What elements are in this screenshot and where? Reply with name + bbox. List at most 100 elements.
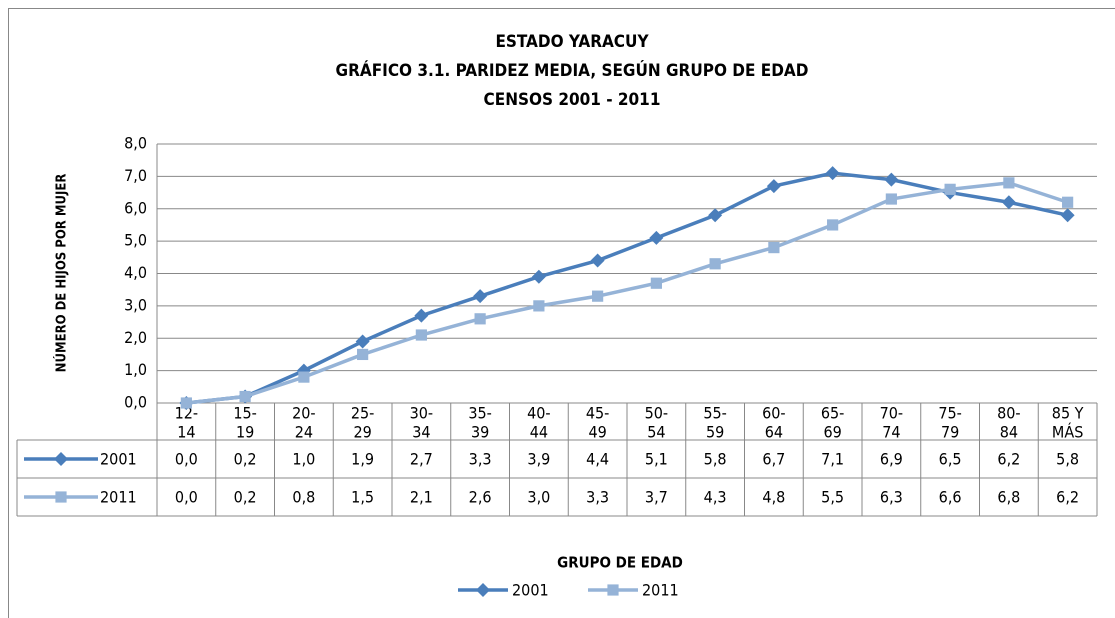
x-tick-label: 25- <box>351 404 375 423</box>
x-tick-label: 84 <box>1000 423 1018 442</box>
x-tick-label: 12- <box>175 404 199 423</box>
x-tick-label: 64 <box>765 423 783 442</box>
table-value: 0,2 <box>234 488 257 507</box>
y-axis-label: NÚMERO DE HIJOS POR MUJER <box>54 174 70 373</box>
x-tick-label: 15- <box>233 404 257 423</box>
data-point <box>415 329 427 341</box>
data-point <box>709 258 721 270</box>
x-tick-label: 49 <box>588 423 606 442</box>
data-point <box>180 397 192 409</box>
table-legend-marker <box>55 491 67 503</box>
y-tick-label: 0,0 <box>124 393 147 412</box>
data-point <box>474 313 486 325</box>
table-value: 0,2 <box>234 450 257 469</box>
y-tick-label: 3,0 <box>124 295 147 314</box>
x-tick-label: 20- <box>292 404 316 423</box>
table-value: 3,3 <box>469 450 492 469</box>
y-tick-label: 1,0 <box>124 360 147 379</box>
x-tick-label: 75- <box>938 404 962 423</box>
table-value: 5,1 <box>645 450 668 469</box>
table-value: 6,7 <box>762 450 785 469</box>
x-tick-label: 70- <box>880 404 904 423</box>
data-point <box>239 390 251 403</box>
x-tick-label: 45- <box>586 404 610 423</box>
x-tick-label: 60- <box>762 404 786 423</box>
data-point <box>357 348 369 361</box>
data-point <box>414 308 429 323</box>
x-tick-label: 14 <box>177 423 195 442</box>
table-value: 6,2 <box>1056 488 1079 507</box>
table-value: 3,7 <box>645 488 668 507</box>
data-point <box>708 208 723 223</box>
table-value: 4,8 <box>762 488 785 507</box>
x-tick-label: MÁS <box>1052 423 1083 442</box>
data-point <box>298 371 310 383</box>
table-value: 6,3 <box>880 488 903 507</box>
x-tick-label: 80- <box>997 404 1021 423</box>
y-tick-label: 6,0 <box>124 198 147 217</box>
table-value: 5,8 <box>704 450 727 469</box>
data-point <box>1060 208 1075 223</box>
table-value: 5,8 <box>1056 450 1079 469</box>
x-tick-label: 35- <box>468 404 492 423</box>
table-value: 2,6 <box>469 488 492 507</box>
y-tick-label: 7,0 <box>124 166 147 185</box>
x-tick-label: 79 <box>941 423 959 442</box>
y-tick-label: 4,0 <box>124 263 147 282</box>
table-value: 0,0 <box>175 488 198 507</box>
table-value: 1,0 <box>292 450 315 469</box>
table-value: 1,9 <box>351 450 374 469</box>
data-point <box>768 242 780 254</box>
table-value: 4,4 <box>586 450 609 469</box>
x-tick-label: 19 <box>236 423 254 442</box>
data-point <box>355 334 370 349</box>
data-point <box>473 289 488 304</box>
table-value: 3,9 <box>527 450 550 469</box>
table-value: 0,0 <box>175 450 198 469</box>
x-tick-label: 44 <box>530 423 548 442</box>
data-point <box>827 219 839 231</box>
table-legend-marker <box>54 452 68 466</box>
legend-label: 2001 <box>512 581 549 600</box>
y-tick-label: 2,0 <box>124 328 147 347</box>
x-tick-label: 50- <box>645 404 669 423</box>
data-point <box>944 183 956 195</box>
data-point <box>533 300 545 312</box>
table-value: 6,2 <box>997 450 1020 469</box>
table-value: 6,5 <box>939 450 962 469</box>
table-value: 7,1 <box>821 450 844 469</box>
x-tick-label: 39 <box>471 423 489 442</box>
table-value: 6,6 <box>939 488 962 507</box>
table-value: 1,5 <box>351 488 374 507</box>
data-point <box>592 290 604 302</box>
data-point <box>649 230 664 245</box>
x-tick-label: 34 <box>412 423 430 442</box>
series-line <box>186 171 1069 405</box>
x-tick-label: 59 <box>706 423 724 442</box>
series-line <box>186 181 1069 405</box>
data-point <box>885 193 897 205</box>
x-tick-label: 54 <box>647 423 665 442</box>
legend-label: 2011 <box>642 581 679 600</box>
x-tick-label: 24 <box>295 423 313 442</box>
x-axis-label: GRUPO DE EDAD <box>557 554 683 572</box>
x-tick-label: 69 <box>823 423 841 442</box>
data-point <box>884 172 899 187</box>
data-point <box>650 277 662 289</box>
table-value: 6,9 <box>880 450 903 469</box>
table-value: 3,3 <box>586 488 609 507</box>
data-point <box>766 179 781 194</box>
table-series-name: 2011 <box>100 488 137 507</box>
x-tick-label: 85 Y <box>1052 404 1084 423</box>
table-value: 5,5 <box>821 488 844 507</box>
data-point <box>1062 196 1074 208</box>
data-point <box>531 269 546 284</box>
table-value: 6,8 <box>997 488 1020 507</box>
table-value: 0,8 <box>292 488 315 507</box>
table-series-name: 2001 <box>100 450 137 469</box>
table-value: 2,7 <box>410 450 433 469</box>
x-tick-label: 74 <box>882 423 900 442</box>
x-tick-label: 29 <box>353 423 371 442</box>
y-tick-label: 5,0 <box>124 231 147 250</box>
